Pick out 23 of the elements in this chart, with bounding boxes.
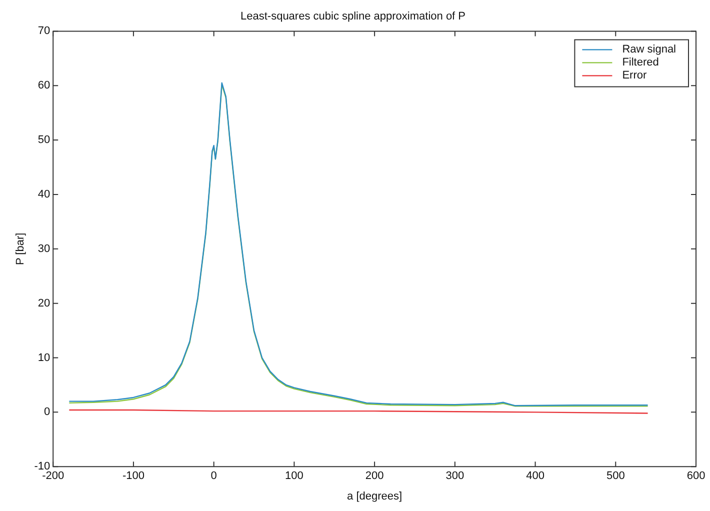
x-tick-label: 500 — [606, 470, 625, 482]
y-tick-label: 70 — [38, 25, 50, 38]
x-tick-label: -200 — [42, 470, 64, 482]
legend-label: Error — [622, 70, 647, 82]
y-axis-title: P [bar] — [14, 232, 27, 266]
x-tick-label: 600 — [686, 470, 706, 482]
y-tick-label: 50 — [38, 134, 50, 146]
x-tick-label: -100 — [122, 470, 144, 482]
y-tick-label: 60 — [38, 80, 50, 92]
x-tick-label: 0 — [210, 470, 217, 482]
y-tick-label: 30 — [38, 242, 50, 255]
x-tick-label: 300 — [446, 470, 464, 482]
chart-title: Least-squares cubic spline approximation of P — [240, 10, 466, 23]
x-tick-label: 200 — [365, 470, 384, 482]
y-tick-label: 0 — [44, 406, 50, 418]
x-tick-label: 100 — [285, 470, 304, 482]
legend-label: Filtered — [622, 56, 659, 69]
x-axis-title: a [degrees] — [347, 490, 402, 502]
x-tick-label: 400 — [526, 470, 544, 482]
y-tick-label: 40 — [38, 188, 50, 201]
legend-label: Raw signal — [622, 44, 676, 56]
y-tick-label: 20 — [38, 297, 50, 310]
y-tick-label: 10 — [38, 352, 50, 364]
